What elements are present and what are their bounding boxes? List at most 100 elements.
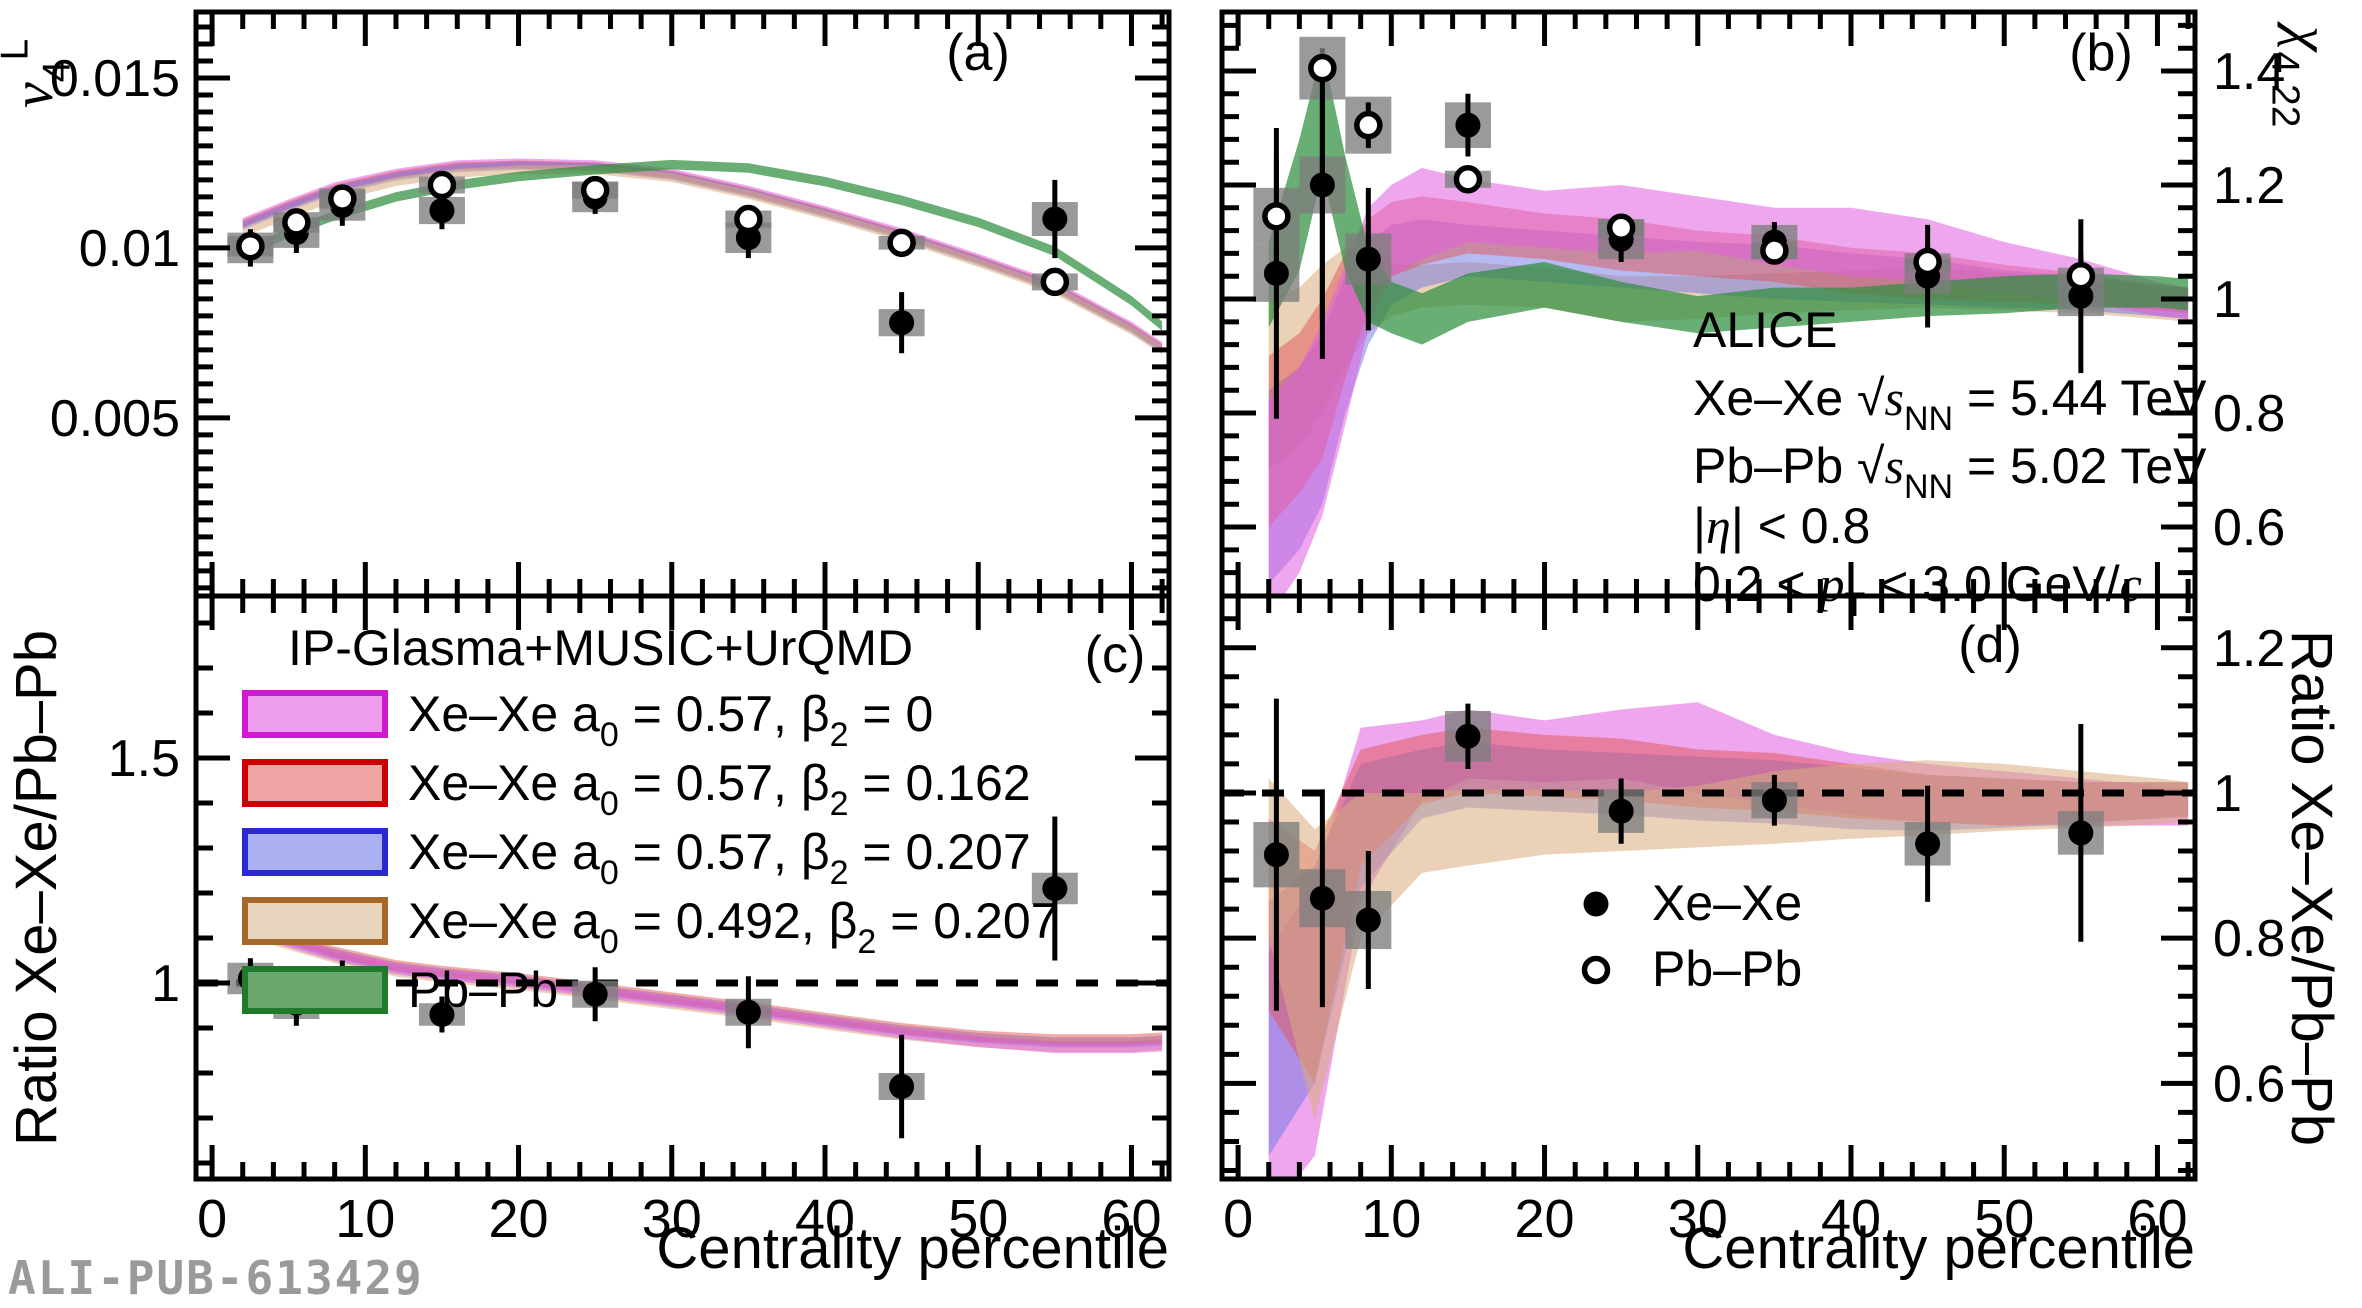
panel-d-x-ticks bbox=[1235, 596, 2191, 1179]
panel-a-x-ticks bbox=[209, 12, 1165, 596]
pbpb-open-marker bbox=[236, 231, 265, 261]
x-tick-label: 60 bbox=[1101, 1189, 1161, 1249]
model-band-blue bbox=[242, 161, 1163, 354]
panel-c-y-ticks bbox=[196, 620, 1169, 1166]
xexe-filled-marker bbox=[2068, 820, 2094, 846]
pbpb-open-marker bbox=[1606, 213, 1636, 243]
pbpb-open-marker bbox=[427, 170, 457, 200]
pbpb-open-marker bbox=[1760, 236, 1789, 265]
pbpb-open-marker bbox=[1354, 110, 1383, 140]
y-tick-label: 1 bbox=[2213, 765, 2242, 823]
legend-swatch-tan bbox=[242, 897, 388, 945]
info-line-2: Pb–Pb √sNN = 5.02 TeV bbox=[1693, 438, 2207, 506]
panel-label-c: (c) bbox=[1085, 626, 1146, 684]
pbpb-open-marker bbox=[328, 184, 357, 213]
xexe-filled-marker bbox=[1355, 907, 1381, 933]
y-tick-label: 1.2 bbox=[2213, 157, 2285, 215]
y-tick-label: 1.4 bbox=[2213, 43, 2285, 101]
pbpb-open-marker bbox=[1262, 202, 1291, 231]
model-band-magenta bbox=[1268, 167, 2189, 596]
info-line-0: ALICE bbox=[1693, 302, 1838, 358]
legend-entry-label: Xe–Xe a0 = 0.57, β2 = 0 bbox=[408, 686, 933, 754]
xexe-filled-marker bbox=[889, 1073, 915, 1099]
legend-swatch-magenta bbox=[242, 690, 388, 738]
xexe-filled-marker bbox=[429, 198, 455, 224]
xexe-filled-marker bbox=[1915, 831, 1941, 857]
xexe-filled-marker bbox=[1309, 885, 1335, 911]
xexe-filled-marker bbox=[1042, 875, 1068, 901]
legend-swatch-blue bbox=[242, 828, 388, 876]
pbpb-open-marker bbox=[2066, 261, 2096, 291]
xexe-filled-marker bbox=[1042, 206, 1068, 232]
pbpb-open-marker bbox=[1040, 267, 1070, 297]
y-tick-label: 1 bbox=[151, 955, 180, 1013]
pbpb-open-marker bbox=[1453, 165, 1483, 194]
panel-label-a: (a) bbox=[946, 24, 1010, 82]
pbpb-open-marker bbox=[887, 228, 916, 258]
x-tick-label: 50 bbox=[948, 1189, 1008, 1249]
model-band-green bbox=[1268, 48, 2189, 345]
xexe-filled-marker bbox=[1455, 723, 1481, 749]
legend-marker-open bbox=[1581, 955, 1611, 985]
x-axis-title: Centrality percentile bbox=[656, 1216, 1169, 1281]
legend-swatch-green bbox=[242, 966, 388, 1014]
xexe-filled-marker bbox=[1455, 112, 1481, 138]
panel-d-plot-area bbox=[1222, 698, 2195, 1179]
legend-entry-label: Xe–Xe a0 = 0.57, β2 = 0.207 bbox=[408, 824, 1031, 892]
x-tick-label: 30 bbox=[1668, 1189, 1728, 1249]
panel-d-y-ticks bbox=[1222, 616, 2195, 1174]
y-tick-label: 0.005 bbox=[50, 390, 180, 448]
xexe-filled-marker bbox=[735, 999, 761, 1025]
y-tick-label: 0.6 bbox=[2213, 1055, 2285, 1113]
x-tick-label: 20 bbox=[1515, 1189, 1575, 1249]
legend-marker-label: Xe–Xe bbox=[1652, 875, 1802, 931]
y-tick-label: 0.015 bbox=[50, 50, 180, 108]
panel-a-plot-area bbox=[227, 158, 1163, 355]
y-axis-title-d: Ratio Xe–Xe/Pb–Pb bbox=[2279, 630, 2344, 1146]
panel-label-b: (b) bbox=[2069, 24, 2133, 82]
watermark: ALI-PUB-613429 bbox=[8, 1251, 424, 1305]
x-tick-label: 0 bbox=[1223, 1189, 1253, 1249]
legend-swatch-red bbox=[242, 759, 388, 807]
panel-a-y-ticks bbox=[196, 24, 1169, 591]
x-tick-label: 60 bbox=[2127, 1189, 2187, 1249]
info-line-1: Xe–Xe √sNN = 5.44 TeV bbox=[1693, 370, 2207, 438]
info-line-3: |η| < 0.8 bbox=[1693, 498, 1870, 554]
x-axis-title: Centrality percentile bbox=[1682, 1216, 2195, 1281]
pbpb-open-marker bbox=[734, 204, 763, 234]
x-tick-label: 40 bbox=[1821, 1189, 1881, 1249]
y-axis-title-c: Ratio Xe–Xe/Pb–Pb bbox=[4, 630, 69, 1146]
pbpb-open-marker bbox=[1308, 53, 1337, 83]
legend-entry-label: Pb–Pb bbox=[408, 962, 558, 1018]
x-tick-label: 50 bbox=[1974, 1189, 2034, 1249]
panel-b-y-ticks bbox=[1222, 22, 2195, 576]
model-band-tan bbox=[242, 165, 1163, 355]
y-axis-title-a: v4L bbox=[0, 39, 78, 108]
xexe-filled-marker bbox=[582, 981, 608, 1007]
pbpb-open-marker bbox=[580, 175, 610, 205]
y-tick-label: 1 bbox=[2213, 271, 2242, 329]
y-tick-label: 1.5 bbox=[108, 730, 180, 788]
legend-marker-filled bbox=[1583, 891, 1609, 917]
y-axis-title-b: χ4,22 bbox=[2264, 21, 2342, 127]
x-tick-label: 10 bbox=[335, 1189, 395, 1249]
x-tick-label: 40 bbox=[795, 1189, 855, 1249]
model-band-magenta bbox=[242, 158, 1163, 351]
panel-a-frame bbox=[193, 9, 1172, 599]
y-tick-label: 1.2 bbox=[2213, 620, 2285, 678]
xexe-filled-marker bbox=[1355, 246, 1381, 272]
x-tick-label: 20 bbox=[489, 1189, 549, 1249]
y-tick-label: 0.01 bbox=[79, 220, 180, 278]
y-tick-label: 0.8 bbox=[2213, 910, 2285, 968]
pbpb-open-marker bbox=[1913, 247, 1942, 277]
legend-marker-label: Pb–Pb bbox=[1652, 941, 1802, 997]
panel-b-x-ticks bbox=[1235, 12, 2191, 596]
y-tick-label: 0.6 bbox=[2213, 499, 2285, 557]
xexe-filled-marker bbox=[889, 310, 915, 336]
panel-d-frame bbox=[1219, 593, 2198, 1182]
panel-label-d: (d) bbox=[1958, 616, 2022, 674]
xexe-filled-marker bbox=[1608, 798, 1634, 824]
y-tick-label: 0.8 bbox=[2213, 385, 2285, 443]
